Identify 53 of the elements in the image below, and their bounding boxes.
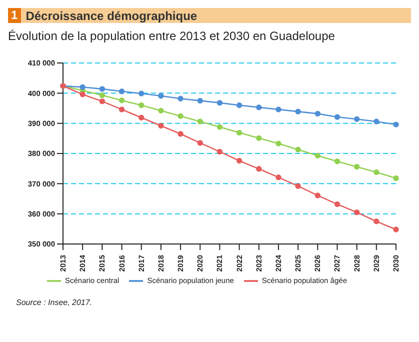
point xyxy=(314,192,320,198)
point xyxy=(138,90,144,96)
point xyxy=(216,100,223,106)
point xyxy=(334,158,340,164)
point xyxy=(138,114,144,120)
point xyxy=(393,226,399,232)
point xyxy=(314,110,320,117)
point xyxy=(178,131,184,137)
point xyxy=(178,113,184,119)
point xyxy=(158,93,164,99)
point xyxy=(236,102,242,108)
point xyxy=(393,122,399,128)
point xyxy=(334,201,340,208)
point xyxy=(374,118,380,124)
point xyxy=(354,164,360,170)
chart-subtitle: Évolution de la population entre 2013 et 2030 en Guadeloupe xyxy=(8,29,336,43)
point xyxy=(295,108,301,114)
point xyxy=(99,86,106,92)
point xyxy=(216,124,223,130)
point xyxy=(354,116,360,122)
point xyxy=(276,106,282,112)
point xyxy=(158,108,164,114)
point xyxy=(178,96,184,102)
point xyxy=(138,102,144,108)
point xyxy=(314,152,320,158)
point xyxy=(295,183,301,189)
point xyxy=(197,98,203,104)
point xyxy=(295,146,301,152)
point xyxy=(158,122,164,129)
point xyxy=(118,98,125,104)
chart-title: 1 Décroissance démographique xyxy=(10,8,198,23)
point xyxy=(393,175,399,182)
point xyxy=(236,130,242,136)
point xyxy=(197,118,203,124)
point xyxy=(99,98,106,104)
point xyxy=(256,166,262,172)
point xyxy=(80,92,86,98)
point xyxy=(236,158,242,164)
point xyxy=(374,169,380,176)
source-note: Source : Insee, 2017. xyxy=(16,298,94,307)
point xyxy=(216,148,223,155)
point xyxy=(256,104,262,110)
point xyxy=(99,92,106,98)
point xyxy=(118,88,125,94)
point xyxy=(256,135,262,141)
point xyxy=(80,84,86,90)
point xyxy=(374,218,380,224)
point xyxy=(197,140,203,146)
point xyxy=(334,114,340,120)
point xyxy=(276,174,282,180)
point xyxy=(354,209,360,216)
point xyxy=(118,106,125,112)
point xyxy=(276,140,282,146)
